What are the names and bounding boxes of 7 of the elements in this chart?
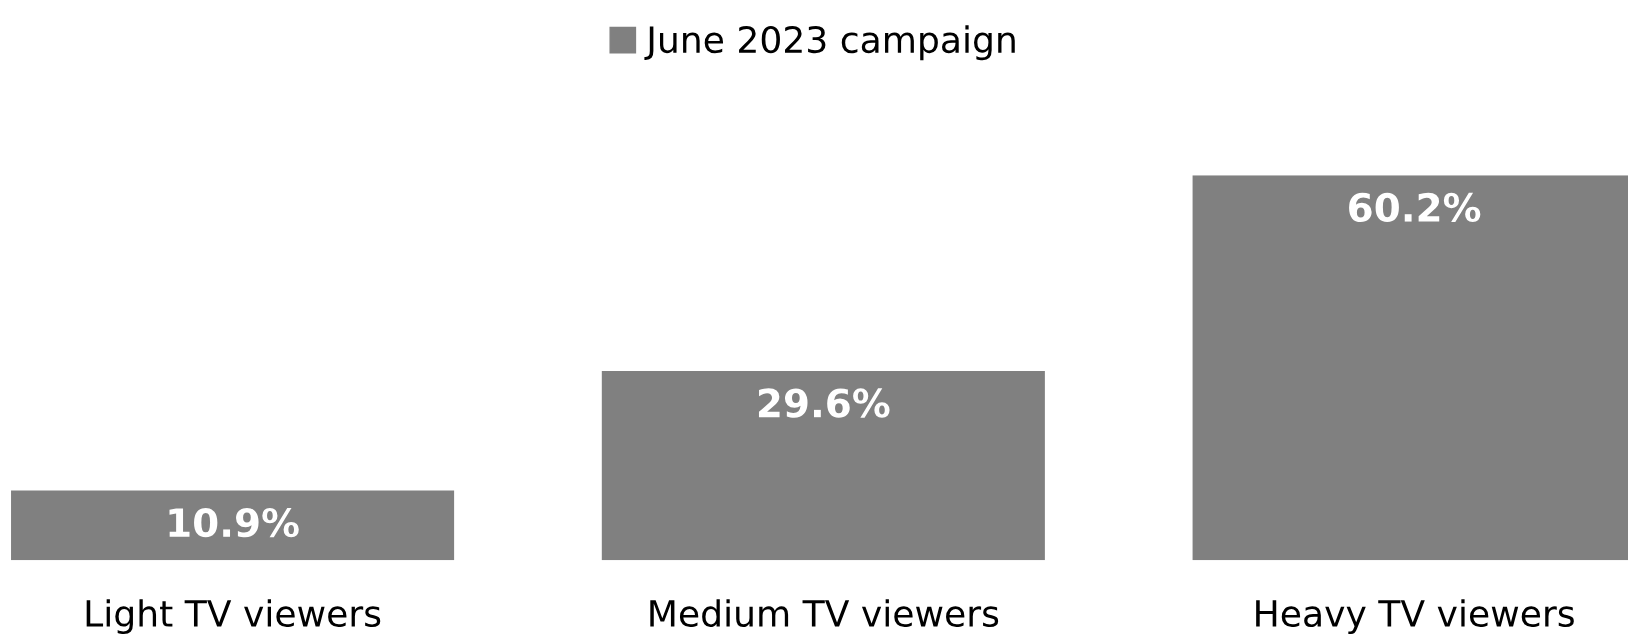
legend-label: June 2023 campaign: [644, 25, 1015, 61]
data-label: 60.2%: [1349, 192, 1481, 223]
data-label: 29.6%: [758, 388, 890, 418]
x-tick-label: Medium TV viewers: [650, 599, 999, 628]
data-label: 10.9%: [169, 507, 299, 538]
x-tick-label: Light TV viewers: [86, 599, 381, 635]
x-tick-label: Heavy TV viewers: [1256, 599, 1574, 635]
